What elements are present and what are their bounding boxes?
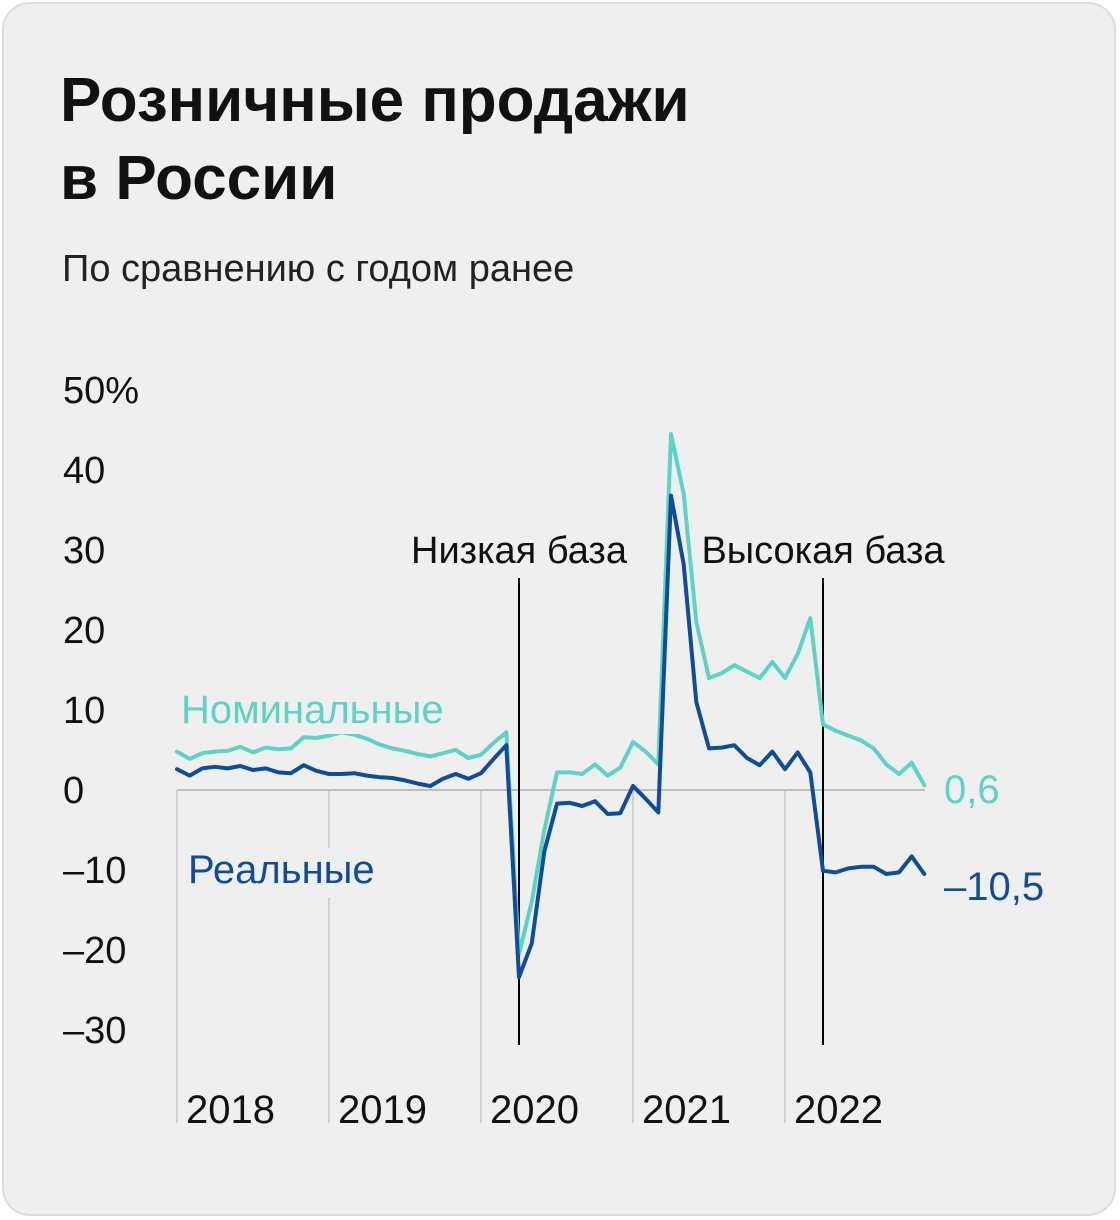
label-background xyxy=(183,848,393,898)
annotation-label: Высокая база xyxy=(701,530,945,572)
y-tick-label: –20 xyxy=(63,930,126,972)
chart-subtitle: По сравнению с годом ранее xyxy=(62,248,575,290)
chart-title: Розничные продажи в России xyxy=(60,62,690,218)
title-line-1: Розничные продажи xyxy=(60,66,690,135)
y-tick-label: 50% xyxy=(63,370,139,412)
annotations: Низкая база Высокая база xyxy=(411,530,945,1045)
x-tick-label: 2019 xyxy=(338,1088,427,1132)
y-tick-label: 0 xyxy=(63,770,84,812)
series-name-nominal: Номинальные xyxy=(181,688,444,732)
annotation-label: Низкая база xyxy=(411,530,628,572)
y-tick-label: –30 xyxy=(63,1010,126,1052)
end-value-real: –10,5 xyxy=(944,865,1044,909)
y-tick-label: 30 xyxy=(63,530,105,572)
y-axis: 50% 40 30 20 10 0 –10 –20 –30 xyxy=(63,370,139,1052)
x-axis: 2018 2019 2020 2021 2022 xyxy=(176,789,925,1132)
series-labels: Номинальные Реальные 0,6 –10,5 xyxy=(176,688,1044,909)
series-lines xyxy=(175,432,927,980)
title-line-2: в России xyxy=(60,144,338,213)
y-tick-label: –10 xyxy=(63,850,126,892)
label-background xyxy=(176,688,476,734)
y-tick-label: 40 xyxy=(63,450,105,492)
series-line-real xyxy=(175,493,927,980)
series-line-nominal xyxy=(175,432,927,956)
y-tick-label: 10 xyxy=(63,690,105,732)
series-name-real: Реальные xyxy=(188,848,375,892)
x-tick-label: 2022 xyxy=(794,1088,883,1132)
end-value-nominal: 0,6 xyxy=(944,768,1000,812)
x-tick-label: 2020 xyxy=(490,1088,579,1132)
x-tick-label: 2018 xyxy=(186,1088,275,1132)
y-tick-label: 20 xyxy=(63,610,105,652)
x-tick-label: 2021 xyxy=(642,1088,731,1132)
